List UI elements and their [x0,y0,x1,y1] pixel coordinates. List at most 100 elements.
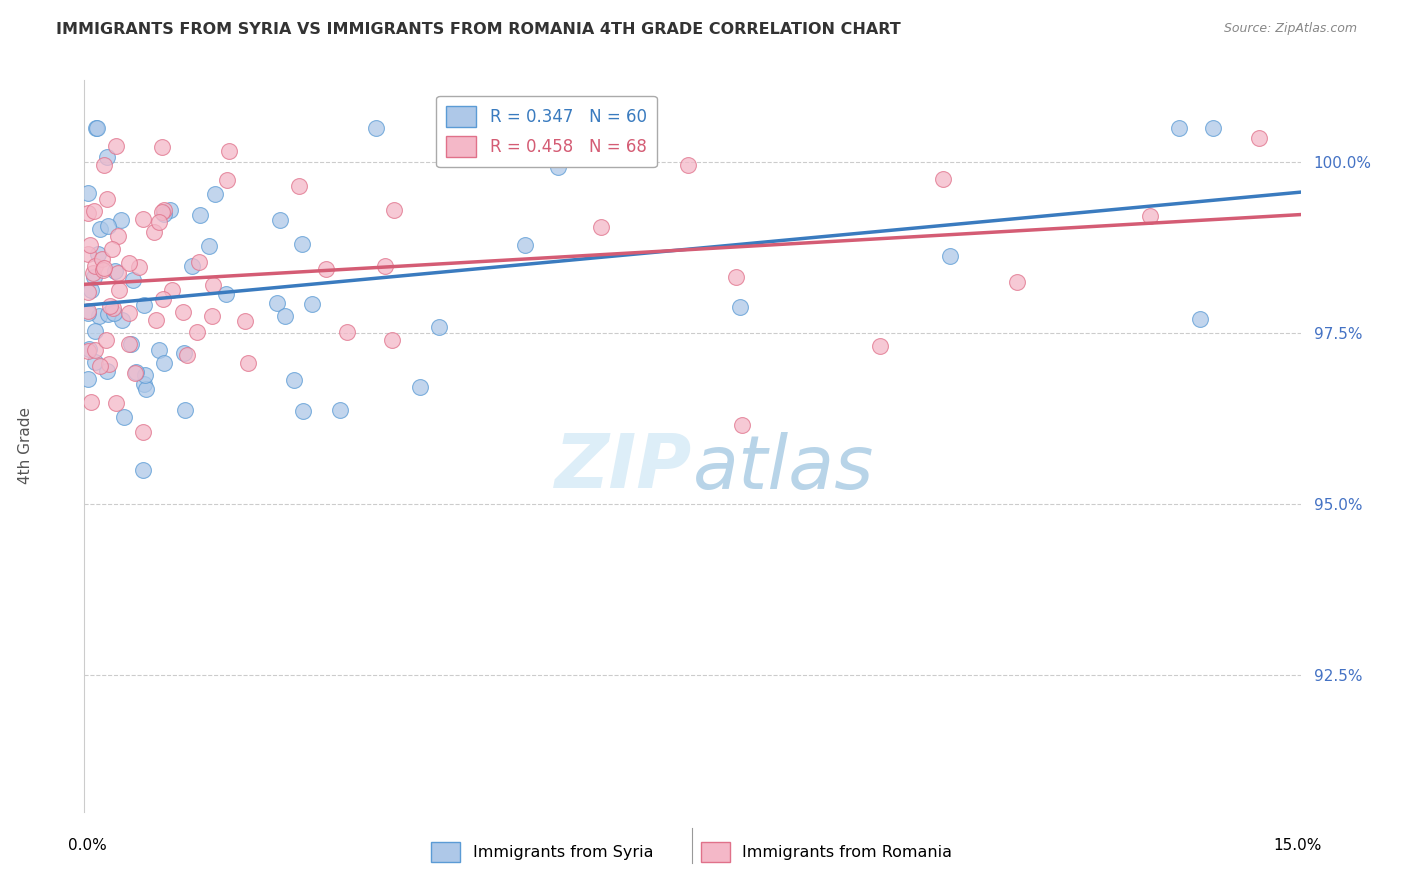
Point [132,211,155,226]
Point [124,366,146,380]
Point [107,284,129,298]
Text: IMMIGRANTS FROM SYRIA VS IMMIGRANTS FROM ROMANIA 4TH GRADE CORRELATION CHART: IMMIGRANTS FROM SYRIA VS IMMIGRANTS FROM… [56,22,901,37]
Point [89,222,111,236]
Point [77,371,100,385]
Point [724,270,747,285]
Point [120,337,142,351]
Text: 15.0%: 15.0% [1274,838,1322,853]
Point [172,305,194,319]
Text: 4th Grade: 4th Grade [18,408,32,484]
Point [283,373,305,387]
Point [96,192,118,206]
Point [117,306,139,320]
Point [409,379,432,393]
Point [142,226,165,240]
Point [198,238,221,252]
Point [79,237,101,252]
Point [77,247,100,261]
Point [103,306,125,320]
Point [204,187,226,202]
Point [84,343,107,358]
Point [201,309,224,323]
Point [83,259,105,273]
Point [77,206,100,220]
Point [591,220,613,235]
Point [134,368,156,382]
Point [1202,121,1225,136]
Point [132,298,155,312]
Point [269,212,291,227]
Point [80,283,103,297]
Text: 0.0%: 0.0% [67,838,107,853]
Text: Source: ZipAtlas.com: Source: ZipAtlas.com [1223,22,1357,36]
Point [77,344,100,359]
Legend: R = 0.347   N = 60, R = 0.458   N = 68: R = 0.347 N = 60, R = 0.458 N = 68 [436,96,657,167]
Point [83,269,105,284]
Point [135,382,157,396]
Point [869,338,891,352]
Text: ZIP: ZIP [555,432,693,505]
Point [291,237,314,252]
Point [329,403,352,417]
Point [287,179,309,194]
Point [89,359,111,374]
Point [274,309,297,323]
Point [104,396,127,410]
Point [93,261,115,276]
Point [153,203,176,218]
Point [730,417,752,432]
Point [173,346,195,360]
Point [96,364,118,378]
Point [427,320,450,334]
Point [1247,131,1270,145]
Point [80,395,103,409]
Point [86,121,108,136]
Point [84,355,107,369]
Point [148,215,170,229]
Point [152,292,174,306]
Point [104,263,127,277]
Point [77,304,100,318]
Point [150,204,173,219]
Point [132,376,155,391]
Point [103,301,125,315]
Point [188,208,211,222]
Point [112,410,135,425]
Point [145,313,167,327]
Point [148,343,170,358]
Point [77,342,100,356]
Point [382,202,405,217]
Text: atlas: atlas [693,432,875,504]
Point [118,337,141,351]
Point [180,259,202,273]
Point [238,356,260,370]
Point [162,283,184,297]
Point [107,228,129,243]
Point [1005,276,1028,290]
Point [153,207,176,221]
Point [159,202,181,217]
Point [110,213,132,227]
Point [98,357,121,371]
Point [547,160,569,174]
Point [97,307,120,321]
Point [125,365,148,379]
Point [381,333,404,347]
Point [86,247,108,261]
Point [932,171,955,186]
Point [173,403,195,417]
Point [82,266,104,280]
Point [218,144,240,158]
Point [582,136,605,151]
Point [121,272,143,286]
Point [105,139,128,153]
Legend: Immigrants from Syria, Immigrants from Romania: Immigrants from Syria, Immigrants from R… [425,836,959,868]
Point [83,204,105,219]
Point [111,313,134,327]
Point [366,121,388,136]
Point [1188,311,1211,326]
Point [630,121,652,136]
Point [730,300,752,314]
Point [153,357,176,371]
Point [1139,209,1161,223]
